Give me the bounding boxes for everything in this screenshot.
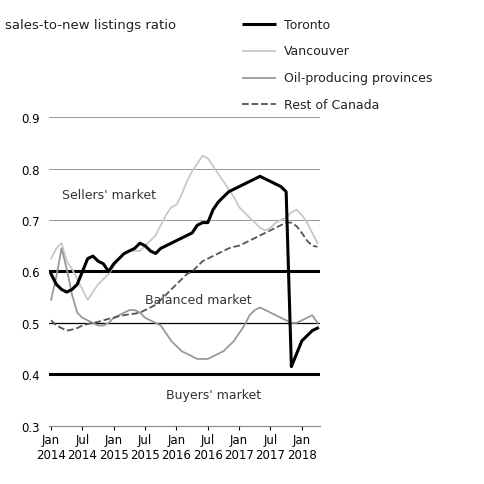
Text: Vancouver: Vancouver xyxy=(283,45,349,58)
Text: Balanced market: Balanced market xyxy=(145,294,251,307)
Text: Buyers' market: Buyers' market xyxy=(166,388,260,401)
Text: Toronto: Toronto xyxy=(283,19,329,31)
Text: sales-to-new listings ratio: sales-to-new listings ratio xyxy=(5,19,176,32)
Text: Sellers' market: Sellers' market xyxy=(61,189,155,202)
Text: Oil-producing provinces: Oil-producing provinces xyxy=(283,72,431,85)
Text: Rest of Canada: Rest of Canada xyxy=(283,99,378,111)
